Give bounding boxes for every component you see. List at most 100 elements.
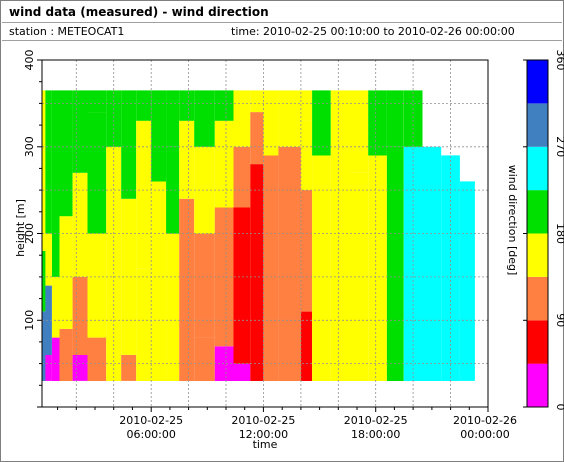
heatmap-cell	[368, 90, 387, 156]
y-axis-label: height [m]	[14, 199, 27, 257]
heatmap-cell	[136, 268, 152, 381]
heatmap-cell	[233, 146, 251, 208]
colorbar-tick-label: 270	[554, 136, 564, 157]
colorbar-bin	[527, 320, 548, 364]
heatmap-cell	[250, 164, 264, 381]
heatmap-cell	[72, 276, 88, 355]
colorbar-bin	[527, 146, 548, 191]
colorbar-bin	[527, 233, 548, 277]
colorbar: 0 90 180 270 360	[523, 50, 564, 411]
heatmap-cell	[250, 90, 264, 113]
heatmap-cell	[166, 146, 180, 234]
heatmap-cell	[45, 233, 52, 286]
heatmap-cell	[278, 146, 301, 381]
x-tick-label-date: 2010-02-25	[344, 414, 408, 427]
y-tick-label: 300	[23, 136, 36, 157]
heatmap-cell	[300, 311, 313, 381]
heatmap-cell	[330, 146, 350, 381]
x-tick-label-time: 12:00:00	[239, 428, 288, 441]
heatmap-cell	[422, 146, 442, 381]
colorbar-tick-label: 360	[554, 50, 564, 71]
heatmap-cell	[179, 198, 195, 381]
heatmap-cell	[403, 146, 423, 381]
heatmap-cell	[59, 328, 73, 381]
heatmap-cell	[52, 276, 60, 338]
x-tick-label-time: 18:00:00	[351, 428, 400, 441]
heatmap-cell	[349, 90, 369, 173]
heatmap-cell	[151, 320, 167, 381]
heatmap-cell	[214, 207, 234, 347]
heatmap-cell	[194, 233, 215, 338]
heatmap-cell	[263, 90, 279, 156]
heatmap-cell	[194, 337, 215, 381]
heatmap-cell	[52, 90, 60, 277]
x-tick-label-date: 2010-02-25	[119, 414, 183, 427]
heatmap-cell	[59, 90, 73, 217]
colorbar-tick-label: 180	[554, 223, 564, 244]
heatmap-cell	[151, 181, 167, 321]
colorbar-bin	[527, 276, 548, 321]
heatmap-cell	[368, 155, 387, 381]
heatmap-cell	[87, 233, 107, 338]
grid-layer	[42, 60, 488, 407]
heatmap-cell	[312, 90, 331, 156]
chart-title: wind data (measured) - wind direction	[9, 5, 269, 19]
heatmap-cell	[121, 198, 137, 355]
time-range-label: time: 2010-02-25 00:10:00 to 2010-02-26 …	[231, 25, 515, 38]
heatmap-cell	[233, 90, 251, 147]
info-bar: station : METEOCAT1 time: 2010-02-25 00:…	[2, 23, 562, 41]
x-tick-label-date: 2010-02-25	[231, 414, 295, 427]
colorbar-bin	[527, 190, 548, 234]
heatmap-cell	[52, 337, 60, 381]
heatmap-cell	[233, 363, 251, 381]
heatmap-cell	[312, 155, 331, 234]
heatmap-cell	[151, 90, 167, 182]
heatmap-cell	[45, 90, 52, 234]
heatmap-cell	[386, 90, 404, 147]
heatmap-cell	[42, 90, 46, 251]
x-axis-label: time	[253, 438, 278, 451]
heatmap-cell	[300, 120, 313, 191]
heatmap-cell	[72, 90, 88, 173]
heatmap-cell	[121, 90, 137, 199]
heatmap-cell	[278, 90, 301, 147]
heatmap-cell	[45, 285, 52, 355]
heatmap-cell	[214, 120, 234, 208]
heatmap-cell	[179, 120, 195, 199]
heatmap-cell	[87, 90, 107, 113]
title-bar: wind data (measured) - wind direction	[2, 2, 562, 23]
x-tick-label-time: 00:00:00	[460, 428, 509, 441]
heatmap-cell	[59, 216, 73, 329]
colorbar-bin	[527, 103, 548, 147]
heatmap-cell	[214, 346, 234, 381]
heatmap-cell	[166, 233, 180, 381]
heatmap-cell	[136, 120, 152, 269]
heatmap-cell	[166, 90, 180, 147]
heatmap-cell	[179, 90, 195, 121]
x-tick-label-time: 06:00:00	[126, 428, 175, 441]
heatmap-cell	[312, 233, 331, 381]
station-label: station : METEOCAT1	[9, 25, 125, 38]
colorbar-bin	[527, 60, 548, 104]
heatmap-cell	[403, 90, 423, 147]
heatmap-cell	[87, 112, 107, 234]
heatmap-cell	[459, 181, 475, 381]
heatmap-cell	[300, 190, 313, 312]
colorbar-tick-label: 90	[554, 313, 564, 327]
colorbar-bin	[527, 363, 548, 407]
heatmap-cell	[136, 90, 152, 121]
heatmap-cell	[386, 146, 404, 381]
heatmap-cell	[45, 354, 52, 381]
heatmap-cell	[72, 354, 88, 381]
axis-layer: 2010-02-2506:00:002010-02-2512:00:002010…	[23, 50, 517, 442]
y-tick-label: 200	[23, 223, 36, 244]
heatmap-cell	[233, 207, 251, 364]
heatmap-cell	[194, 146, 215, 234]
y-tick-label: 400	[23, 50, 36, 71]
heatmap-cell	[250, 112, 264, 165]
heatmap-cell	[121, 354, 137, 381]
heatmap-cell	[330, 90, 350, 147]
heatmap-cell	[72, 172, 88, 277]
heatmap-cell	[106, 90, 122, 147]
